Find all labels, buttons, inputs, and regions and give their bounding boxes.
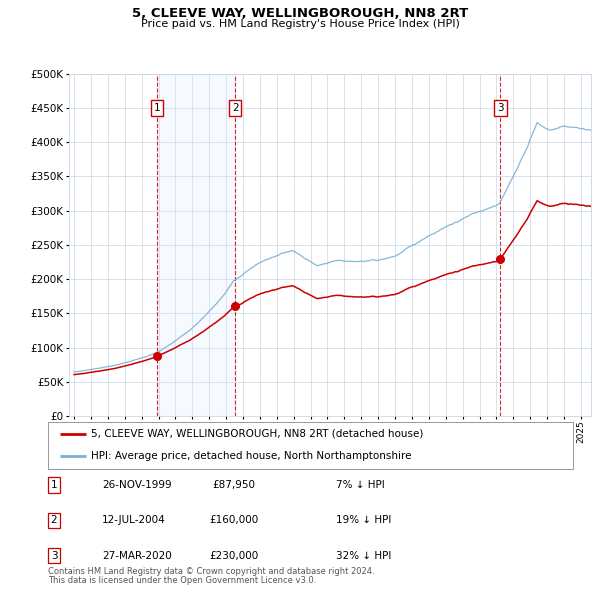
Text: 32% ↓ HPI: 32% ↓ HPI bbox=[336, 551, 391, 560]
Text: 1: 1 bbox=[154, 103, 160, 113]
Text: 7% ↓ HPI: 7% ↓ HPI bbox=[336, 480, 385, 490]
Text: 19% ↓ HPI: 19% ↓ HPI bbox=[336, 516, 391, 525]
Text: 2: 2 bbox=[50, 516, 58, 525]
Text: This data is licensed under the Open Government Licence v3.0.: This data is licensed under the Open Gov… bbox=[48, 576, 316, 585]
Text: Contains HM Land Registry data © Crown copyright and database right 2024.: Contains HM Land Registry data © Crown c… bbox=[48, 568, 374, 576]
Text: 5, CLEEVE WAY, WELLINGBOROUGH, NN8 2RT: 5, CLEEVE WAY, WELLINGBOROUGH, NN8 2RT bbox=[132, 7, 468, 20]
Text: HPI: Average price, detached house, North Northamptonshire: HPI: Average price, detached house, Nort… bbox=[91, 451, 412, 461]
Text: 12-JUL-2004: 12-JUL-2004 bbox=[102, 516, 166, 525]
Text: 2: 2 bbox=[232, 103, 238, 113]
Text: £87,950: £87,950 bbox=[212, 480, 256, 490]
Text: 3: 3 bbox=[497, 103, 503, 113]
Text: 1: 1 bbox=[50, 480, 58, 490]
Text: 27-MAR-2020: 27-MAR-2020 bbox=[102, 551, 172, 560]
Text: Price paid vs. HM Land Registry's House Price Index (HPI): Price paid vs. HM Land Registry's House … bbox=[140, 19, 460, 29]
Text: 26-NOV-1999: 26-NOV-1999 bbox=[102, 480, 172, 490]
Text: £160,000: £160,000 bbox=[209, 516, 259, 525]
Text: 3: 3 bbox=[50, 551, 58, 560]
Bar bbox=[157, 74, 235, 416]
Text: £230,000: £230,000 bbox=[209, 551, 259, 560]
Text: 5, CLEEVE WAY, WELLINGBOROUGH, NN8 2RT (detached house): 5, CLEEVE WAY, WELLINGBOROUGH, NN8 2RT (… bbox=[91, 429, 424, 438]
